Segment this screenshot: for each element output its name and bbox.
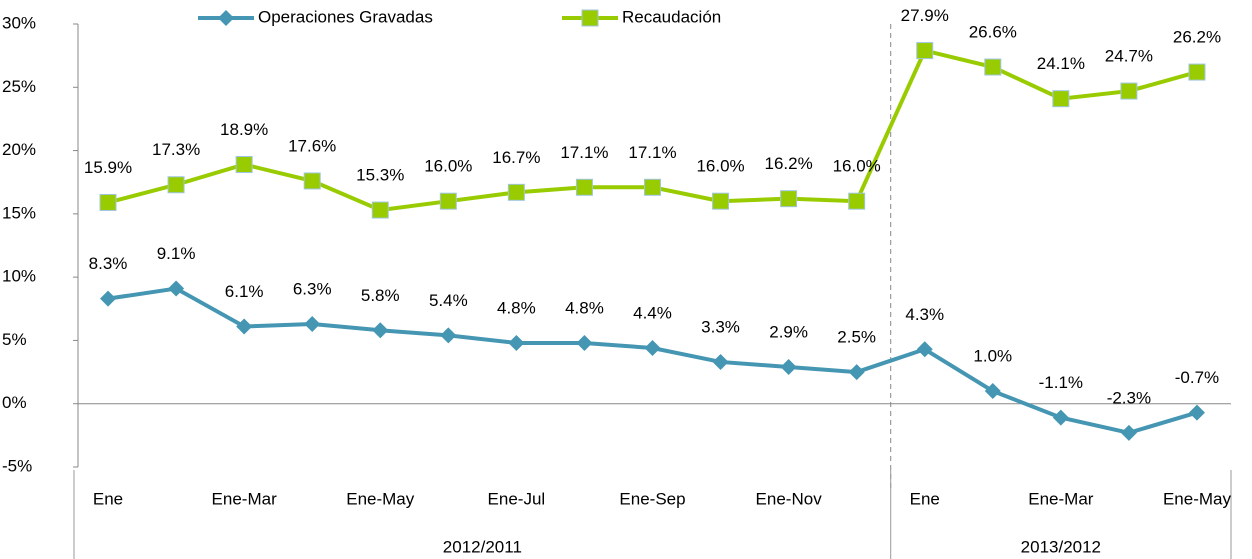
data-point (712, 353, 729, 370)
data-point (644, 340, 661, 357)
data-point (168, 280, 185, 297)
data-label: 4.4% (633, 304, 672, 323)
data-point (1052, 90, 1070, 108)
data-label: 24.1% (1037, 54, 1085, 73)
x-tick-label: Ene (910, 489, 940, 508)
data-label: 16.7% (492, 148, 540, 167)
data-label: 24.7% (1105, 47, 1153, 66)
data-label: 15.3% (356, 166, 404, 185)
x-tick-label: Ene-Nov (756, 489, 823, 508)
x-tick-label: Ene-Mar (212, 489, 278, 508)
data-label: 4.3% (905, 305, 944, 324)
data-point (916, 42, 934, 60)
x-tick-label: Ene-May (346, 489, 415, 508)
data-point (99, 193, 117, 211)
data-label: 4.8% (565, 298, 604, 317)
y-tick-label: 25% (2, 77, 36, 96)
data-point (508, 334, 525, 351)
data-label: 17.6% (288, 136, 336, 155)
data-point (848, 192, 866, 210)
data-label: 17.3% (152, 140, 200, 159)
x-tick-label: Ene-Sep (619, 489, 685, 508)
data-point (644, 178, 661, 196)
data-label: 3.3% (701, 317, 740, 336)
y-tick-label: 30% (2, 13, 36, 32)
data-point (303, 172, 321, 190)
legend-marker (218, 10, 234, 26)
data-label: 5.4% (429, 291, 468, 310)
data-point (576, 334, 593, 351)
data-point (780, 190, 798, 208)
x-tick-label: Ene-Mar (1028, 489, 1094, 508)
legend-label: Operaciones Gravadas (258, 7, 433, 26)
data-label: 17.1% (560, 143, 608, 162)
data-label: 16.0% (424, 157, 472, 176)
data-label: -2.3% (1107, 388, 1151, 407)
data-point (1052, 409, 1069, 426)
data-point (439, 192, 457, 210)
data-point (1188, 404, 1205, 421)
data-point (848, 364, 865, 381)
data-label: 17.1% (628, 143, 676, 162)
y-tick-label: 0% (2, 393, 27, 412)
group-label: 2013/2012 (1021, 537, 1101, 556)
data-point (1120, 424, 1137, 441)
y-tick-label: 5% (2, 330, 27, 349)
y-tick-label: 20% (2, 140, 36, 159)
data-point (984, 383, 1001, 400)
data-label: 16.0% (696, 157, 744, 176)
data-point (780, 359, 797, 376)
data-label: 27.9% (901, 6, 949, 25)
y-tick-label: 15% (2, 203, 36, 222)
group-label: 2012/2011 (443, 537, 522, 556)
x-tick-label: Ene-Jul (488, 489, 546, 508)
data-point (916, 341, 933, 358)
data-point (236, 318, 253, 335)
y-tick-label: 10% (2, 267, 36, 286)
data-point (712, 192, 730, 210)
data-label: 16.0% (833, 157, 881, 176)
x-tick-label: Ene-May (1163, 489, 1232, 508)
data-label: 15.9% (84, 158, 132, 177)
data-point (507, 183, 525, 201)
data-label: 26.6% (969, 23, 1017, 42)
data-label: 1.0% (973, 347, 1012, 366)
data-label: 2.5% (837, 328, 876, 347)
data-point (167, 176, 185, 194)
data-label: 26.2% (1173, 28, 1221, 47)
data-point (235, 155, 253, 173)
data-label: -0.7% (1175, 368, 1219, 387)
data-point (1120, 82, 1138, 100)
y-tick-label: -5% (2, 456, 32, 475)
data-label: 9.1% (157, 244, 196, 263)
data-point (372, 322, 389, 339)
data-label: 5.8% (361, 286, 400, 305)
data-label: 8.3% (89, 254, 128, 273)
legend-marker (581, 9, 599, 27)
data-label: 6.1% (225, 282, 264, 301)
data-label: -1.1% (1039, 373, 1083, 392)
data-point (575, 178, 593, 196)
data-point (371, 201, 389, 219)
data-point (1188, 63, 1206, 81)
data-label: 2.9% (769, 322, 808, 341)
data-point (304, 315, 321, 332)
data-point (984, 58, 1002, 76)
x-tick-label: Ene (93, 489, 123, 508)
data-point (440, 327, 457, 344)
legend-label: Recaudación (622, 7, 721, 26)
data-label: 6.3% (293, 279, 332, 298)
data-label: 4.8% (497, 298, 536, 317)
data-label: 16.2% (765, 154, 813, 173)
data-point (100, 290, 117, 307)
data-label: 18.9% (220, 120, 268, 139)
